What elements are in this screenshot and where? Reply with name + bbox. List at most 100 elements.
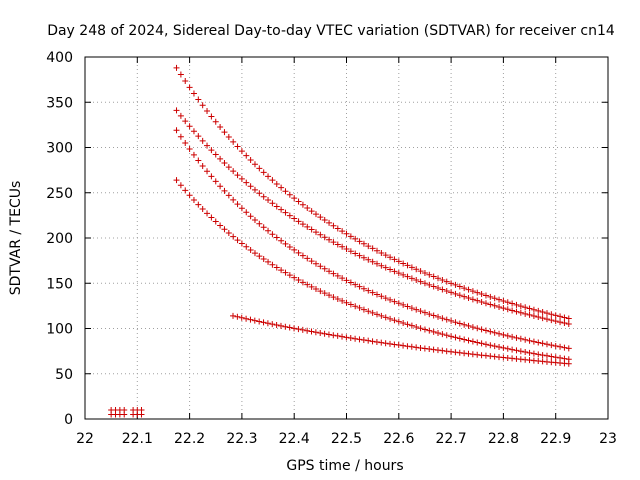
data-point xyxy=(469,324,476,331)
data-point xyxy=(347,335,354,342)
data-point xyxy=(548,311,555,318)
data-point xyxy=(295,218,302,225)
data-point xyxy=(277,322,284,329)
data-point xyxy=(382,314,389,321)
data-point xyxy=(269,177,276,184)
data-point xyxy=(260,169,267,176)
data-point xyxy=(487,328,494,335)
data-point xyxy=(408,343,415,350)
data-point xyxy=(251,217,258,223)
data-point xyxy=(365,287,372,294)
data-point xyxy=(278,206,285,213)
data-point xyxy=(387,296,394,303)
data-point xyxy=(365,337,372,344)
data-point xyxy=(225,192,232,199)
data-point xyxy=(526,305,533,312)
data-point xyxy=(509,307,516,314)
data-point xyxy=(230,168,237,175)
data-point xyxy=(195,96,202,103)
data-point xyxy=(304,255,311,262)
data-point xyxy=(491,343,498,350)
data-point xyxy=(557,343,564,350)
data-point xyxy=(238,240,245,247)
data-point xyxy=(186,84,193,91)
data-point xyxy=(212,178,219,185)
data-point xyxy=(299,201,306,208)
data-point xyxy=(491,302,498,309)
data-point xyxy=(482,341,489,348)
data-point xyxy=(487,342,494,349)
data-point xyxy=(439,286,446,293)
data-point xyxy=(360,306,367,313)
data-point xyxy=(339,243,346,250)
data-point xyxy=(208,214,215,221)
data-point xyxy=(448,289,455,296)
series-trace-5 xyxy=(230,312,572,367)
data-point xyxy=(321,217,328,224)
data-point xyxy=(500,305,507,312)
data-point xyxy=(417,344,424,351)
data-point xyxy=(452,319,459,326)
data-point xyxy=(317,263,324,270)
data-point xyxy=(334,241,341,248)
data-point xyxy=(365,308,372,315)
data-point xyxy=(539,315,546,322)
data-point xyxy=(478,291,485,298)
data-point xyxy=(138,411,145,418)
data-point xyxy=(530,350,537,357)
data-point xyxy=(421,326,428,333)
data-point xyxy=(308,283,315,290)
data-point xyxy=(374,260,381,267)
data-point xyxy=(339,297,346,304)
data-point xyxy=(356,304,363,311)
data-point xyxy=(282,209,289,216)
data-point xyxy=(308,226,315,233)
data-point xyxy=(404,321,411,328)
data-point xyxy=(522,349,529,356)
data-point xyxy=(369,289,376,296)
data-point xyxy=(177,71,184,78)
data-point xyxy=(565,345,572,352)
data-point xyxy=(395,258,402,265)
data-point xyxy=(404,343,411,350)
data-point xyxy=(526,349,533,356)
data-point xyxy=(352,250,359,257)
data-point xyxy=(208,173,215,180)
y-tick-label: 100 xyxy=(46,322,73,338)
data-point xyxy=(374,311,381,318)
data-point xyxy=(408,275,415,282)
data-point xyxy=(334,296,341,303)
data-point xyxy=(417,268,424,275)
data-point xyxy=(312,260,319,267)
data-point xyxy=(400,301,407,308)
data-point xyxy=(360,240,367,247)
data-point xyxy=(400,271,407,278)
data-point xyxy=(426,281,433,288)
data-point xyxy=(548,342,555,349)
data-point xyxy=(182,187,189,194)
data-point xyxy=(539,309,546,316)
data-point xyxy=(509,346,516,353)
data-point xyxy=(260,256,267,263)
data-point xyxy=(517,335,524,342)
data-point xyxy=(443,287,450,294)
data-point xyxy=(452,349,459,356)
data-point xyxy=(452,281,459,288)
data-point xyxy=(439,347,446,354)
data-point xyxy=(299,326,306,333)
data-point xyxy=(448,317,455,324)
data-point xyxy=(238,175,245,182)
data-point xyxy=(208,147,215,154)
data-point xyxy=(413,344,420,351)
data-point xyxy=(286,272,293,279)
data-point xyxy=(265,258,272,265)
data-point xyxy=(334,225,341,232)
data-point xyxy=(247,213,254,220)
data-point xyxy=(360,254,367,261)
data-point xyxy=(182,139,189,146)
series-trace-1 xyxy=(173,64,572,322)
data-point xyxy=(530,312,537,319)
data-point xyxy=(526,311,533,318)
data-point xyxy=(465,295,472,302)
chart-title: Day 248 of 2024, Sidereal Day-to-day VTE… xyxy=(47,23,615,39)
